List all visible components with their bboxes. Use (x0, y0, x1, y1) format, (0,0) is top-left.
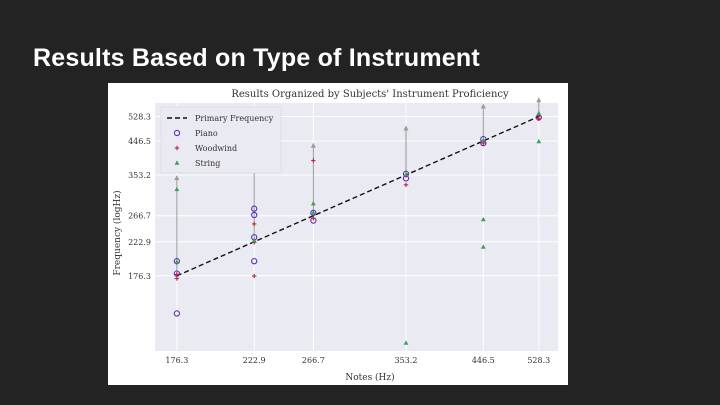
legend-woodwind-swatch (174, 145, 180, 151)
range-arrowhead (536, 97, 542, 103)
y-axis-label: Frequency (logHz) (112, 190, 123, 275)
chart-title: Results Organized by Subjects' Instrumen… (231, 89, 509, 100)
string-point (536, 138, 542, 144)
legend-label: Woodwind (195, 144, 237, 153)
string-point (251, 237, 257, 243)
y-tick-label: 266.7 (128, 212, 151, 221)
range-arrowhead (310, 142, 316, 148)
legend-piano-swatch (173, 129, 181, 137)
x-tick-label: 446.5 (472, 356, 495, 365)
y-tick-label: 446.5 (128, 137, 151, 146)
y-tick-label: 353.2 (128, 171, 151, 180)
legend-label: Piano (195, 129, 218, 138)
string-point (480, 216, 486, 222)
woodwind-point (251, 221, 257, 227)
woodwind-point (174, 276, 180, 281)
y-tick-label: 176.3 (128, 272, 151, 281)
string-point (480, 137, 486, 143)
x-tick-label: 528.3 (527, 356, 550, 365)
string-point (480, 244, 486, 249)
woodwind-point (174, 272, 180, 277)
string-point (310, 210, 316, 215)
range-arrowhead (480, 103, 486, 109)
y-tick-label: 528.3 (128, 113, 151, 122)
string-point (310, 200, 316, 206)
slide-title: Results Based on Type of Instrument (33, 44, 480, 72)
piano-point (173, 258, 180, 265)
x-tick-label: 222.9 (243, 356, 266, 365)
y-tick-label: 222.9 (128, 238, 151, 247)
piano-point (310, 209, 317, 217)
woodwind-point (251, 273, 257, 279)
x-tick-label: 176.3 (165, 356, 188, 365)
x-tick-label: 266.7 (302, 356, 325, 365)
piano-point (251, 258, 258, 265)
chart-figure: 176.3 222.9 266.7 353.2 446.5 528.3 176.3 222.9… (108, 83, 568, 385)
x-axis-label: Notes (Hz) (345, 372, 394, 383)
x-tick-label: 353.2 (395, 356, 418, 365)
legend-box (160, 106, 282, 174)
string-point (536, 110, 542, 116)
woodwind-point (311, 158, 316, 163)
primary-frequency-line (176, 115, 540, 277)
piano-point (251, 211, 258, 219)
string-point (403, 171, 409, 177)
woodwind-point (403, 182, 409, 188)
string-point (174, 259, 180, 264)
legend-label: String (195, 159, 220, 168)
legend-label: Primary Frequency (195, 114, 274, 123)
range-arrowhead (403, 125, 409, 131)
range-arrowhead (174, 175, 180, 181)
piano-point (173, 310, 180, 317)
woodwind-point (311, 216, 316, 221)
legend-string-swatch (174, 160, 180, 165)
string-point (174, 186, 180, 192)
piano-point (251, 205, 258, 212)
string-point (403, 340, 409, 345)
chart-svg: 176.3 222.9 266.7 353.2 446.5 528.3 176.3 222.9… (112, 89, 558, 383)
